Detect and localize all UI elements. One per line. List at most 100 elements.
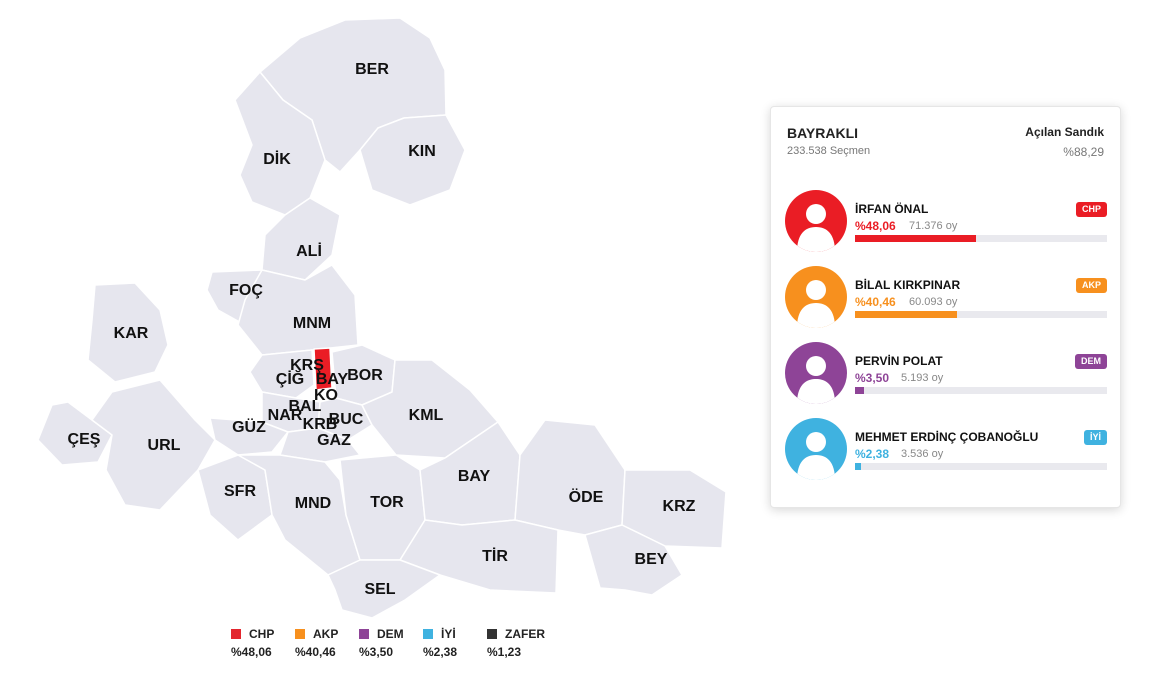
district-label: BEY: [635, 551, 668, 568]
region-kar[interactable]: [87, 282, 169, 383]
vote-share-fill: [855, 235, 977, 242]
candidate-votes: 71.376 oy: [909, 220, 958, 232]
vote-share-bar: [855, 387, 1107, 394]
region-mnm[interactable]: [237, 264, 359, 356]
candidate-avatar-icon: [785, 190, 847, 252]
region-kin[interactable]: [359, 114, 466, 206]
district-label: TİR: [482, 547, 508, 565]
legend-percent: %48,06: [231, 645, 272, 659]
candidate-name: MEHMET ERDİNÇ ÇOBANOĞLU: [855, 430, 1039, 444]
region-ali[interactable]: [261, 197, 341, 281]
legend-swatch: [231, 629, 241, 639]
district-label: ALİ: [296, 242, 322, 260]
district-label: DİK: [263, 150, 291, 168]
district-label: FOÇ: [229, 282, 263, 299]
vote-share-bar: [855, 311, 1107, 318]
region-bey[interactable]: [584, 524, 683, 596]
vote-share-fill: [855, 311, 957, 318]
candidate-avatar-icon: [785, 266, 847, 328]
candidate-name: PERVİN POLAT: [855, 354, 943, 368]
legend-party: ZAFER: [505, 627, 545, 641]
candidate-name: BİLAL KIRKPINAR: [855, 278, 961, 292]
candidate-avatar-icon: [785, 418, 847, 480]
district-label: KAR: [114, 325, 149, 342]
vote-share-bar: [855, 463, 1107, 470]
district-label: GÜZ: [232, 417, 266, 436]
region-sel[interactable]: [327, 559, 441, 619]
legend-item-dem: DEM %3,50: [359, 626, 423, 659]
legend-item-chp: CHP %48,06: [231, 626, 295, 659]
candidate-percent: %3,50: [855, 371, 890, 385]
legend-percent: %3,50: [359, 645, 394, 659]
district-label: BUC: [329, 411, 364, 428]
region-ces[interactable]: [37, 401, 113, 466]
district-label: KRZ: [663, 498, 696, 515]
legend-swatch: [423, 629, 433, 639]
vote-share-bar: [855, 235, 1107, 242]
district-label: MND: [295, 495, 331, 512]
party-badge: İYİ: [1083, 430, 1107, 445]
district-label: ÖDE: [569, 487, 604, 506]
party-badge: AKP: [1075, 278, 1107, 293]
candidate-name: İRFAN ÖNAL: [855, 202, 929, 216]
candidate-row-chp[interactable]: İRFAN ÖNAL CHP %48,06 71.376 oy: [785, 190, 1107, 254]
legend-item-zafer: ZAFER %1,23: [487, 626, 551, 659]
district-label: GAZ: [317, 432, 351, 449]
region-bayrakli-highlight[interactable]: [313, 347, 333, 391]
card-header: BAYRAKLI 233.538 Seçmen Açılan Sandık %8…: [787, 125, 1104, 165]
candidate-avatar-icon: [785, 342, 847, 404]
district-label: ÇİĞ: [276, 369, 304, 388]
candidate-row-iyi[interactable]: MEHMET ERDİNÇ ÇOBANOĞLU İYİ %2,38 3.536 …: [785, 418, 1107, 482]
candidate-percent: %40,46: [855, 295, 896, 309]
district-name: BAYRAKLI: [787, 125, 859, 141]
district-label: KRB: [303, 416, 338, 433]
legend-party: CHP: [249, 627, 275, 641]
region-kml[interactable]: [361, 359, 499, 459]
legend-party: DEM: [377, 627, 404, 641]
legend-swatch: [295, 629, 305, 639]
candidate-votes: 60.093 oy: [909, 296, 958, 308]
candidate-percent: %48,06: [855, 219, 896, 233]
vote-share-fill: [855, 463, 861, 470]
region-ode[interactable]: [514, 419, 626, 536]
district-label: KIN: [408, 143, 436, 160]
legend-percent: %40,46: [295, 645, 336, 659]
vote-share-fill: [855, 387, 864, 394]
district-label: MNM: [293, 315, 331, 332]
district-map: BER DİK KIN ALİ FOÇ MNM KAR KRŞ ÇİĞ BAY …: [37, 17, 727, 619]
district-label: KML: [409, 407, 444, 424]
legend-percent: %1,23: [487, 645, 522, 659]
legend-item-akp: AKP %40,46: [295, 626, 359, 659]
candidate-votes: 3.536 oy: [901, 448, 944, 460]
party-badge: DEM: [1075, 354, 1107, 369]
district-label: SFR: [224, 483, 256, 500]
district-results-card: BAYRAKLI 233.538 Seçmen Açılan Sandık %8…: [770, 106, 1121, 508]
party-legend: CHP %48,06 AKP %40,46 DEM %3,50 İYİ %2,3…: [231, 626, 551, 659]
legend-party: İYİ: [441, 627, 456, 641]
opened-ballot-label: Açılan Sandık: [1025, 125, 1104, 139]
district-label: BAY: [316, 371, 349, 388]
district-label: KRŞ: [290, 357, 324, 374]
district-label: BAY: [458, 468, 491, 485]
district-label: KO: [314, 387, 338, 404]
district-label: SEL: [364, 581, 395, 598]
district-label: NAR: [268, 407, 303, 424]
district-label: TOR: [370, 494, 404, 511]
candidate-votes: 5.193 oy: [901, 372, 944, 384]
map-labels: BER DİK KIN ALİ FOÇ MNM KAR KRŞ ÇİĞ BAY …: [68, 61, 696, 598]
district-label: URL: [148, 437, 181, 454]
district-label: BOR: [347, 367, 383, 384]
opened-ballot-percent: %88,29: [1063, 145, 1104, 159]
candidate-row-dem[interactable]: PERVİN POLAT DEM %3,50 5.193 oy: [785, 342, 1107, 406]
district-label: ÇEŞ: [68, 431, 101, 448]
region-url[interactable]: [91, 379, 216, 511]
district-label: BAL: [289, 398, 322, 415]
legend-item-iyi: İYİ %2,38: [423, 626, 487, 659]
candidate-row-akp[interactable]: BİLAL KIRKPINAR AKP %40,46 60.093 oy: [785, 266, 1107, 330]
legend-party: AKP: [313, 627, 339, 641]
district-label: BER: [355, 61, 389, 78]
legend-swatch: [359, 629, 369, 639]
party-badge: CHP: [1075, 202, 1107, 217]
candidate-percent: %2,38: [855, 447, 890, 461]
voter-count: 233.538 Seçmen: [787, 145, 871, 157]
